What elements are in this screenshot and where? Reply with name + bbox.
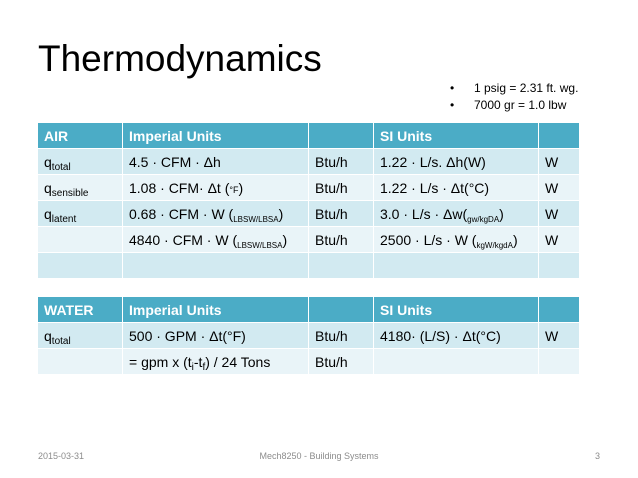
header-cell: AIR	[38, 123, 123, 149]
water-formulas-table: WATER Imperial Units SI Units qtotal 500…	[38, 297, 580, 375]
header-cell: SI Units	[374, 123, 539, 149]
si-unit-cell: W	[539, 201, 580, 227]
table-header-row: WATER Imperial Units SI Units	[38, 297, 580, 323]
si-unit-cell	[539, 349, 580, 375]
quantity-cell: qtotal	[38, 323, 123, 349]
si-unit-cell: W	[539, 149, 580, 175]
imperial-formula-cell: 0.68 · CFM · W (LBSW/LBSA)	[123, 201, 309, 227]
table-row: qlatent 0.68 · CFM · W (LBSW/LBSA) Btu/h…	[38, 201, 580, 227]
table-row: qsensible 1.08 · CFM· Δt (°F) Btu/h 1.22…	[38, 175, 580, 201]
imperial-unit-cell: Btu/h	[309, 227, 374, 253]
si-unit-cell: W	[539, 323, 580, 349]
quantity-cell	[38, 227, 123, 253]
footer-course: Mech8250 - Building Systems	[259, 451, 379, 461]
si-unit-cell	[539, 253, 580, 279]
imperial-formula-cell: 4840 · CFM · W (LBSW/LBSA)	[123, 227, 309, 253]
imperial-formula-cell: 500 · GPM · Δt(°F)	[123, 323, 309, 349]
si-formula-cell: 1.22 · L/s · Δt(°C)	[374, 175, 539, 201]
si-formula-cell: 2500 · L/s · W (kgW/kgdA)	[374, 227, 539, 253]
imperial-unit-cell: Btu/h	[309, 201, 374, 227]
footer-page-number: 3	[594, 451, 600, 461]
table-header-row: AIR Imperial Units SI Units	[38, 123, 580, 149]
imperial-unit-cell: Btu/h	[309, 349, 374, 375]
footer-date: 2015-03-31	[38, 451, 85, 461]
header-cell: Imperial Units	[123, 297, 309, 323]
si-formula-cell: 3.0 · L/s · Δw(gw/kgDA)	[374, 201, 539, 227]
si-formula-cell: 4180· (L/S) · Δt(°C)	[374, 323, 539, 349]
imperial-formula-cell	[123, 253, 309, 279]
air-formulas-table: AIR Imperial Units SI Units qtotal 4.5 ·…	[38, 123, 580, 279]
table-row: qtotal 500 · GPM · Δt(°F) Btu/h 4180· (L…	[38, 323, 580, 349]
imperial-unit-cell: Btu/h	[309, 149, 374, 175]
header-cell	[539, 297, 580, 323]
quantity-cell	[38, 253, 123, 279]
notes-list: 1 psig = 2.31 ft. wg. 7000 gr = 1.0 lbw	[450, 80, 578, 114]
header-cell: SI Units	[374, 297, 539, 323]
note-item: 1 psig = 2.31 ft. wg.	[450, 80, 578, 97]
imperial-formula-cell: = gpm x (ti-tf) / 24 Tons	[123, 349, 309, 375]
table-row	[38, 253, 580, 279]
imperial-formula-cell: 1.08 · CFM· Δt (°F)	[123, 175, 309, 201]
imperial-unit-cell: Btu/h	[309, 175, 374, 201]
quantity-cell	[38, 349, 123, 375]
si-unit-cell: W	[539, 227, 580, 253]
slide-title: Thermodynamics	[38, 38, 322, 79]
header-cell: Imperial Units	[123, 123, 309, 149]
imperial-formula-cell: 4.5 · CFM · Δh	[123, 149, 309, 175]
si-formula-cell	[374, 349, 539, 375]
si-formula-cell: 1.22 · L/s. Δh(W)	[374, 149, 539, 175]
note-item: 7000 gr = 1.0 lbw	[450, 97, 578, 114]
quantity-cell: qlatent	[38, 201, 123, 227]
si-unit-cell: W	[539, 175, 580, 201]
header-cell	[309, 297, 374, 323]
header-cell	[539, 123, 580, 149]
table-row: = gpm x (ti-tf) / 24 Tons Btu/h	[38, 349, 580, 375]
quantity-cell: qtotal	[38, 149, 123, 175]
table-row: 4840 · CFM · W (LBSW/LBSA) Btu/h 2500 · …	[38, 227, 580, 253]
header-cell: WATER	[38, 297, 123, 323]
imperial-unit-cell: Btu/h	[309, 323, 374, 349]
quantity-cell: qsensible	[38, 175, 123, 201]
header-cell	[309, 123, 374, 149]
table-row: qtotal 4.5 · CFM · Δh Btu/h 1.22 · L/s. …	[38, 149, 580, 175]
imperial-unit-cell	[309, 253, 374, 279]
si-formula-cell	[374, 253, 539, 279]
